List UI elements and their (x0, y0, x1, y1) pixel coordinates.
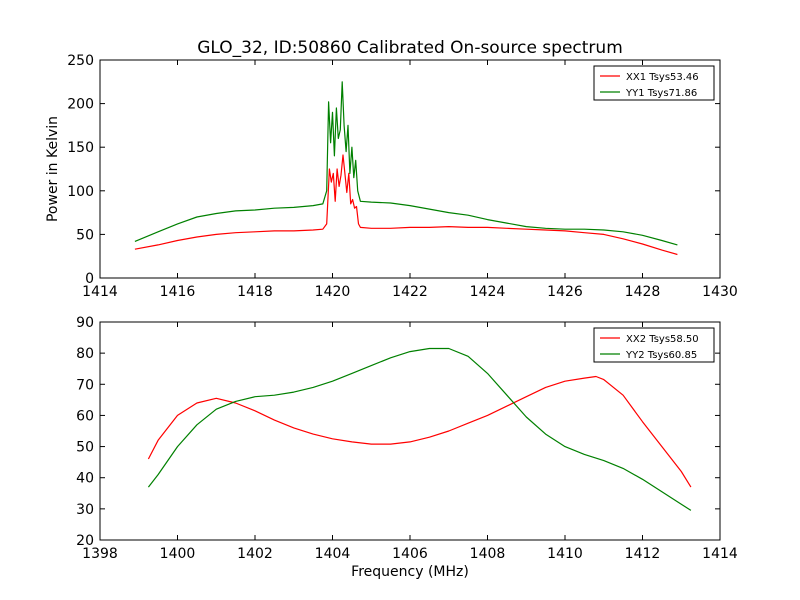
y-tick-label: 40 (76, 471, 94, 487)
x-tick-label: 1402 (237, 546, 273, 562)
x-tick-label: 1420 (315, 284, 351, 300)
legend-label: XX2 Tsys58.50 (626, 334, 699, 345)
y-tick-label: 80 (76, 346, 94, 362)
y-tick-label: 250 (67, 53, 94, 69)
x-tick-label: 1416 (160, 284, 196, 300)
y-tick-label: 60 (76, 408, 94, 424)
x-tick-label: 1418 (237, 284, 273, 300)
series-line-yy2 (147, 347, 692, 511)
y-tick-label: 50 (76, 440, 94, 456)
x-tick-label: 1428 (625, 284, 661, 300)
legend-label: YY2 Tsys60.85 (625, 350, 697, 361)
x-tick-label: 1406 (392, 546, 428, 562)
x-tick-label: 1426 (547, 284, 583, 300)
series-line-xx2 (147, 375, 692, 488)
x-tick-label: 1410 (547, 546, 583, 562)
x-tick-label: 1424 (470, 284, 506, 300)
y-tick-label: 100 (67, 184, 94, 200)
legend-box (593, 65, 715, 101)
y-tick-label: 0 (85, 271, 94, 287)
series-line-yy1 (134, 81, 678, 246)
x-tick-label: 1408 (470, 546, 506, 562)
legend-label: XX1 Tsys53.46 (626, 72, 699, 83)
y-axis-label: Power in Kelvin (45, 116, 61, 222)
y-tick-label: 90 (76, 315, 94, 331)
x-tick-label: 1430 (702, 284, 738, 300)
x-tick-label: 1400 (160, 546, 196, 562)
y-tick-label: 150 (67, 140, 94, 156)
y-tick-label: 50 (76, 227, 94, 243)
top-spectrum-panel: 1414 1416 1418 1420 1422 1424 1426 1428 1430 0 50 1… (67, 53, 738, 300)
y-tick-label: 20 (76, 533, 94, 549)
x-tick-label: 1414 (702, 546, 738, 562)
y-tick-label: 30 (76, 502, 94, 518)
series-line-xx1 (134, 154, 678, 256)
bottom-spectrum-panel: 1398 1400 1402 1404 1406 1408 1410 1412 1414 20 30… (76, 315, 738, 562)
x-tick-label: 1404 (315, 546, 351, 562)
x-tick-label: 1398 (82, 546, 118, 562)
y-tick-label: 200 (67, 97, 94, 113)
x-tick-label: 1422 (392, 284, 428, 300)
legend-box (593, 327, 715, 363)
y-tick-label: 70 (76, 377, 94, 393)
figure-title: GLO_32, ID:50860 Calibrated On-source sp… (197, 38, 623, 58)
x-tick-label: 1414 (82, 284, 118, 300)
x-tick-label: 1412 (625, 546, 661, 562)
legend-label: YY1 Tsys71.86 (625, 88, 697, 99)
x-axis-label: Frequency (MHz) (351, 564, 469, 580)
